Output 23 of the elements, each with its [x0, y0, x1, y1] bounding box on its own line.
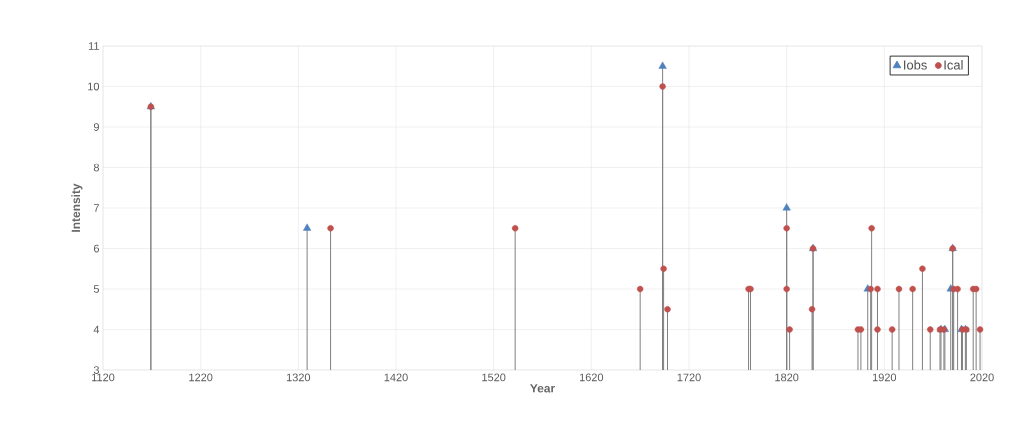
y-tick-label: 7 [93, 204, 99, 212]
y-tick-label: 11 [88, 42, 99, 50]
y-tick-label: 10 [88, 82, 100, 91]
y-axis-title: Intensity [71, 183, 83, 232]
y-tick-label: 3 [93, 366, 99, 374]
y-tick-label: 8 [93, 163, 99, 172]
x-tick-label: 1120 [92, 373, 115, 382]
legend-label: Iobs [904, 60, 927, 70]
x-tick-label: 1620 [579, 373, 604, 382]
y-tick-label: 5 [93, 285, 100, 293]
x-axis-title: Year [530, 384, 555, 393]
legend-label: Ical [944, 60, 963, 70]
y-tick-label: 4 [93, 325, 100, 334]
x-tick-label: 1320 [286, 373, 311, 382]
y-tick-label: 6 [93, 244, 99, 253]
x-tick-label: 2020 [970, 373, 994, 382]
x-tick-label: 1220 [189, 373, 213, 382]
x-tick-label: 1420 [384, 373, 408, 382]
x-tick-label: 1920 [872, 373, 897, 382]
x-tick-label: 1820 [775, 373, 799, 382]
x-tick-label: 1720 [677, 373, 701, 382]
x-tick-label: 1520 [482, 373, 506, 382]
y-tick-label: 9 [93, 123, 99, 131]
